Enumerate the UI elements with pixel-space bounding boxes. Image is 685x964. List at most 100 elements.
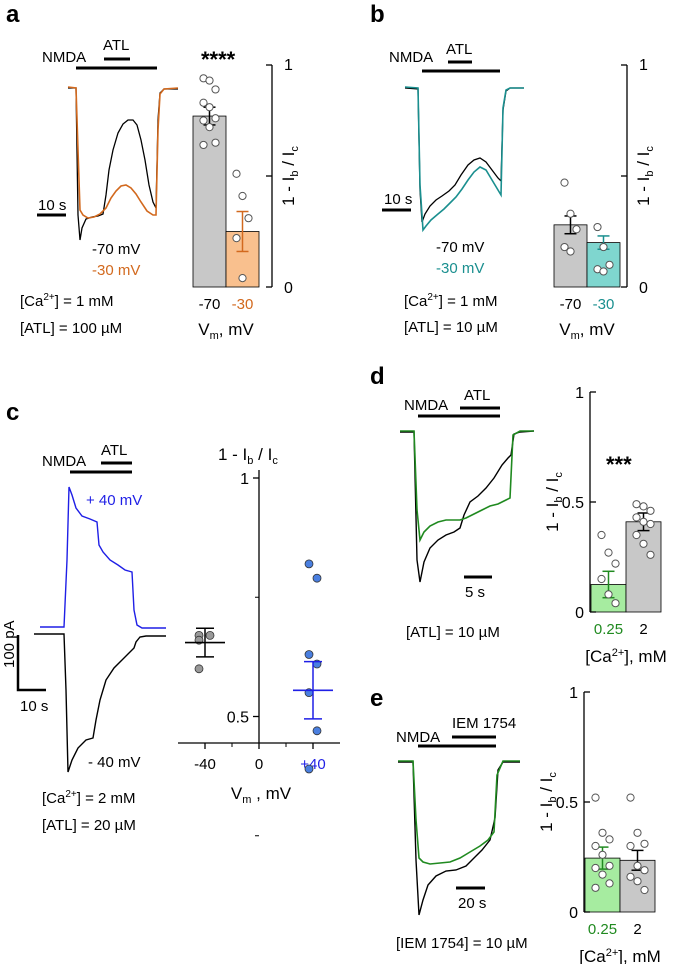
- y-tick-label-1: 0.5: [556, 795, 578, 812]
- y-axis-label: 1 - Ib / Ic: [543, 472, 565, 532]
- x-axis-label: [Ca2+], mM: [579, 947, 661, 964]
- scale-x-label-c: 10 s: [20, 698, 48, 715]
- data-point: [566, 247, 575, 256]
- nmda-label-b: NMDA: [389, 49, 433, 66]
- bar-0: [553, 224, 588, 288]
- data-point: [572, 225, 581, 234]
- panel-label-a: a: [6, 1, 20, 28]
- trace-70mv-b: [404, 87, 524, 223]
- y-tick-label-0: 0: [284, 280, 293, 297]
- data-point: [211, 85, 220, 94]
- data-point: [640, 839, 649, 848]
- data-point: [646, 550, 655, 559]
- y-axis-label: 1 - Ib / Ic: [537, 772, 559, 832]
- condition1-a: [Ca2+] = 1 mM: [20, 292, 114, 310]
- x-tick-label-1: -30: [232, 296, 254, 313]
- data-point: [633, 861, 642, 870]
- x-tick-label-1: 0: [255, 756, 263, 773]
- data-point: [626, 841, 635, 851]
- significance-a: ****: [201, 47, 236, 72]
- trace1-label-a: -70 mV: [92, 241, 140, 258]
- data-point: [199, 98, 208, 107]
- x-tick-label-0: 0.25: [594, 621, 623, 638]
- chart-e: 0.25 2 1 0.5 0 1 - Ib / Ic [Ca2+], mM: [537, 685, 661, 964]
- data-point: [626, 793, 635, 802]
- data-point: [598, 850, 607, 859]
- trace2-label-a: -30 mV: [92, 262, 140, 279]
- data-point: [646, 506, 655, 515]
- x-tick-label-1: 2: [633, 921, 641, 938]
- nmda-label-d: NMDA: [404, 397, 448, 414]
- bar-0: [192, 115, 227, 288]
- x-axis-label: Vm, mV: [198, 320, 254, 342]
- panel-b: b NMDA ATL 10 s -70 mV -30 mV [Ca2+] = 1…: [370, 1, 656, 342]
- data-point: [232, 234, 241, 243]
- trace1-label-c: + 40 mV: [86, 492, 142, 509]
- y-tick-label-2: 0: [575, 605, 584, 622]
- data-point: [199, 116, 208, 125]
- chart-a: -70 -30 1 0 1 - Ib / Ic Vm, mV: [192, 57, 301, 342]
- data-point: [238, 191, 247, 201]
- data-point: [611, 559, 620, 568]
- scale-label-e: 20 s: [458, 895, 486, 912]
- drug-label-e: IEM 1754: [452, 715, 516, 732]
- x-tick-label-1: -30: [593, 296, 615, 313]
- y-tick-label-0: 1: [240, 471, 249, 488]
- data-point: [560, 178, 569, 187]
- panel-d: d NMDA ATL 5 s [ATL] = 10 µM 0.25 2 1 0.5 0 1…: [370, 363, 667, 666]
- data-point: [640, 885, 649, 895]
- data-point: [639, 539, 648, 548]
- y-tick-label-0: 0: [639, 280, 648, 297]
- data-point: [560, 242, 569, 252]
- bar-1: [625, 521, 662, 613]
- y-axis-label: 1 - Ib / Ic: [279, 146, 301, 206]
- trace-black-e: [398, 761, 520, 916]
- significance-d: ***: [606, 452, 632, 477]
- condition-d: [ATL] = 10 µM: [406, 624, 500, 641]
- scale-label-a: 10 s: [38, 197, 66, 214]
- chart-d: 0.25 2 1 0.5 0 1 - Ib / Ic [Ca2+], mM: [543, 385, 667, 666]
- data-point: [205, 123, 214, 132]
- y-tick-label-1: 1: [284, 57, 293, 74]
- data-point: [211, 114, 220, 123]
- data-point: [205, 103, 214, 112]
- condition1-c: [Ca2+] = 2 mM: [42, 789, 136, 807]
- data-point: [605, 879, 614, 888]
- data-point: [591, 883, 600, 892]
- data-point: [632, 513, 641, 522]
- trace-black-d: [400, 430, 535, 583]
- data-point: [626, 872, 635, 881]
- condition1-b: [Ca2+] = 1 mM: [404, 292, 498, 310]
- panel-label-e: e: [370, 685, 383, 712]
- scale-y-label-c: 100 pA: [1, 620, 18, 668]
- data-point: [205, 76, 214, 85]
- trace-70mv-a: [68, 87, 178, 241]
- data-point: [199, 140, 208, 150]
- x-tick-label-1: 2: [639, 621, 647, 638]
- scale-label-d: 5 s: [465, 584, 485, 601]
- x-tick-label-0: -70: [560, 296, 582, 313]
- ylabel-c: 1 - Ib / Ic: [218, 445, 278, 467]
- data-point: [604, 590, 613, 599]
- y-tick-label-1: 0.5: [562, 495, 584, 512]
- data-point: [312, 573, 322, 583]
- trace-minus40mv-c: [34, 633, 166, 773]
- y-tick-label-1: 1: [639, 57, 648, 74]
- data-point: [611, 599, 620, 608]
- nmda-label-a: NMDA: [42, 49, 86, 66]
- data-point: [633, 828, 642, 837]
- data-point: [639, 502, 648, 511]
- drug-label-b: ATL: [446, 41, 472, 58]
- x-tick-label-0: 0.25: [588, 921, 617, 938]
- data-point: [566, 209, 575, 218]
- data-point: [591, 793, 600, 802]
- condition2-a: [ATL] = 100 µM: [20, 320, 122, 337]
- x-axis-label: Vm , mV: [231, 784, 292, 806]
- condition2-c: [ATL] = 20 µM: [42, 817, 136, 834]
- drug-label-d: ATL: [464, 387, 490, 404]
- y-axis-label: 1 - Ib / Ic: [634, 146, 656, 206]
- panel-a: a NMDA ATL 10 s -70 mV -30 mV [Ca2+] = 1…: [6, 1, 301, 342]
- panel-label-b: b: [370, 1, 385, 28]
